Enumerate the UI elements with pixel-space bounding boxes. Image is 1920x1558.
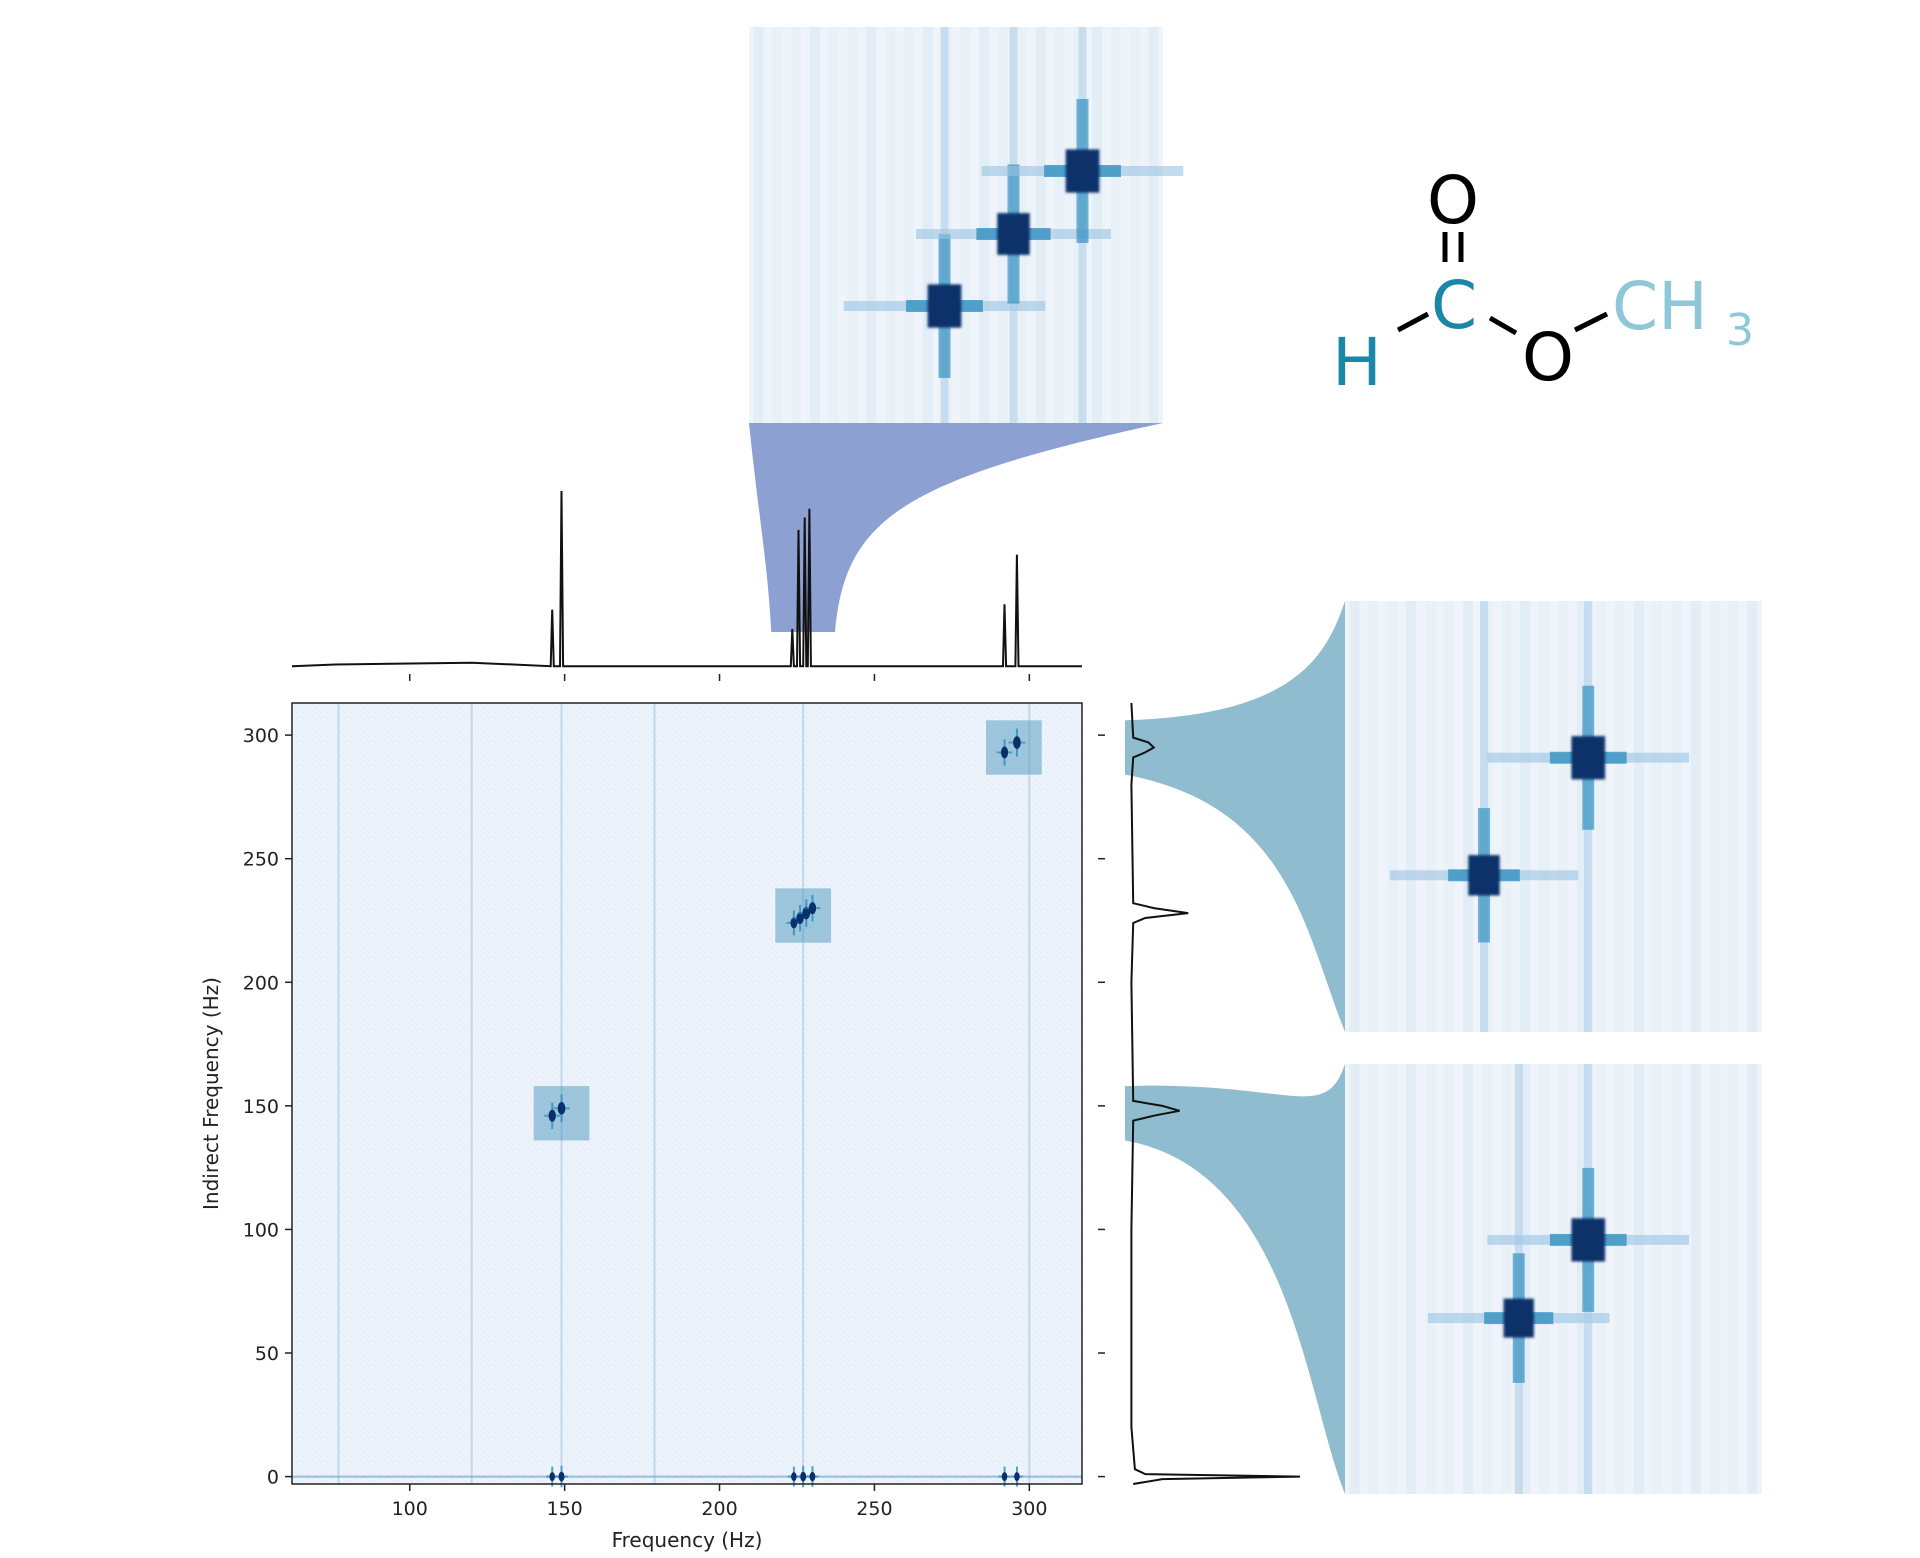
x-tick-label-2: 200 xyxy=(701,1498,737,1520)
main-2d-map: 100 150 200 250 300 0 50 100 150 200 250 300 Frequ… xyxy=(199,702,1083,1552)
atom-h: H xyxy=(1332,324,1382,401)
inset-top-peak-2 xyxy=(981,27,1184,423)
peak-7 xyxy=(544,1102,561,1129)
peak-14 xyxy=(1008,728,1026,757)
y-tick-6: 300 xyxy=(243,725,292,747)
y-tick-2: 100 xyxy=(243,1219,292,1241)
y-tick-3: 150 xyxy=(243,1096,292,1118)
atom-o-ester: O xyxy=(1522,319,1574,396)
top-projection-spectrum xyxy=(291,490,1082,681)
y-tick-label-6: 300 xyxy=(243,725,279,747)
y-tick-5: 250 xyxy=(243,849,292,871)
x-tick-3: 250 xyxy=(856,1484,893,1520)
x-tick-0: 100 xyxy=(392,1484,428,1520)
x-tick-1: 150 xyxy=(546,1484,583,1520)
main-map-peaks xyxy=(544,728,1026,1488)
zoom-inset-right-upper xyxy=(1345,601,1762,1032)
x-tick-label-1: 150 xyxy=(546,1498,582,1520)
peak-13 xyxy=(996,739,1013,766)
y-tick-label-1: 50 xyxy=(255,1343,279,1365)
y-tick-label-3: 150 xyxy=(243,1096,279,1118)
highlight-box-2 xyxy=(985,720,1042,775)
x-tick-4: 300 xyxy=(1011,1484,1047,1520)
atom-c: C xyxy=(1431,267,1477,344)
inset-right-upper-peak-0 xyxy=(1389,601,1579,1032)
right-projection-spectrum xyxy=(1098,702,1301,1485)
zoom-inset-right-lower xyxy=(1345,1064,1762,1494)
inset-right-upper-peak-1 xyxy=(1487,601,1690,1032)
zoom-inset-top xyxy=(749,27,1184,423)
x-tick-2: 200 xyxy=(701,1484,738,1520)
bond-c-o xyxy=(1488,315,1518,336)
y-tick-0: 0 xyxy=(267,1467,292,1489)
x-axis-ticks: 100 150 200 250 300 xyxy=(392,1484,1047,1520)
y-tick-4: 200 xyxy=(243,972,292,994)
zoom-connector-right-upper xyxy=(1125,601,1345,1032)
inset-right-lower-peak-0 xyxy=(1428,1064,1610,1494)
methyl-formate-structure: O C H O CH 3 xyxy=(1332,162,1754,401)
zoom-connector-right-lower xyxy=(1125,1064,1345,1494)
y-tick-label-4: 200 xyxy=(243,972,279,994)
inset-right-lower-peak-1 xyxy=(1487,1064,1690,1494)
bond-o-ch3 xyxy=(1573,311,1609,333)
main-map-frame xyxy=(291,702,1083,1485)
peak-12 xyxy=(804,894,821,922)
inset-top-peak-1 xyxy=(916,27,1111,423)
main-map-background xyxy=(292,703,1082,1484)
x-tick-label-0: 100 xyxy=(392,1498,428,1520)
right-projection-ticks xyxy=(1098,734,1105,1478)
y-tick-1: 50 xyxy=(255,1343,292,1365)
zoom-connector-top xyxy=(749,423,1163,632)
top-projection-ticks xyxy=(408,674,1031,681)
atom-ch3: CH xyxy=(1612,268,1708,345)
y-axis-ticks: 0 50 100 150 200 250 300 xyxy=(243,725,292,1489)
zoom-connectors xyxy=(749,423,1345,1494)
y-tick-label-2: 100 xyxy=(243,1219,279,1241)
atom-o-carbonyl: O xyxy=(1427,162,1479,239)
peak-8 xyxy=(553,1094,570,1123)
x-tick-label-3: 250 xyxy=(856,1498,892,1520)
y-tick-label-5: 250 xyxy=(243,849,279,871)
y-axis-label: Indirect Frequency (Hz) xyxy=(199,977,223,1210)
top-projection-line xyxy=(291,490,1082,668)
x-axis-label: Frequency (Hz) xyxy=(612,1528,763,1552)
y-tick-label-0: 0 xyxy=(267,1467,279,1489)
bond-h-c xyxy=(1396,311,1430,333)
peak-9 xyxy=(786,910,802,936)
inset-top-peak-0 xyxy=(843,27,1046,423)
atom-ch3-subscript: 3 xyxy=(1726,305,1754,356)
main-map-streaks xyxy=(292,703,1082,1484)
x-tick-label-4: 300 xyxy=(1011,1498,1047,1520)
right-projection-line xyxy=(1130,702,1301,1485)
